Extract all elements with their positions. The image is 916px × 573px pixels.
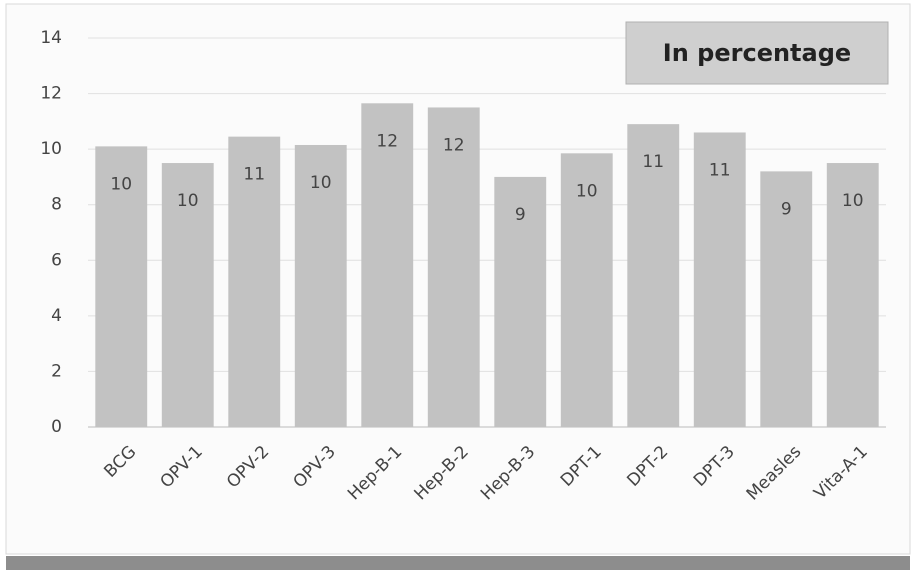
bar [427, 107, 480, 427]
y-tick-label: 12 [40, 84, 62, 104]
y-tick-label: 10 [40, 139, 62, 159]
bar [161, 163, 214, 428]
value-label: 9 [781, 199, 792, 219]
y-tick-label: 14 [40, 28, 62, 48]
bar [494, 176, 547, 427]
value-label: 12 [376, 131, 398, 151]
title-box [625, 21, 889, 85]
chart-title: In percentage [663, 39, 851, 67]
y-tick-label: 8 [51, 195, 62, 215]
y-tick-label: 4 [51, 306, 62, 326]
value-label: 10 [110, 174, 132, 194]
bar [627, 124, 680, 427]
value-label: 12 [443, 135, 465, 155]
bar [560, 153, 613, 427]
bar [95, 146, 148, 427]
value-label: 10 [576, 181, 598, 201]
bar [228, 136, 281, 427]
y-tick-label: 6 [51, 250, 62, 270]
y-tick-label: 2 [51, 361, 62, 381]
bar [826, 163, 879, 428]
value-label: 11 [642, 152, 664, 172]
bar [693, 132, 746, 427]
y-tick-label: 0 [51, 417, 62, 437]
value-label: 10 [177, 191, 199, 211]
bar [361, 103, 414, 428]
value-label: 10 [842, 191, 864, 211]
bottom-strip [6, 556, 910, 570]
value-label: 10 [310, 173, 332, 193]
value-label: 11 [243, 165, 265, 185]
value-label: 9 [515, 205, 526, 225]
bar [760, 171, 813, 427]
bar [294, 144, 347, 427]
value-label: 11 [709, 160, 731, 180]
